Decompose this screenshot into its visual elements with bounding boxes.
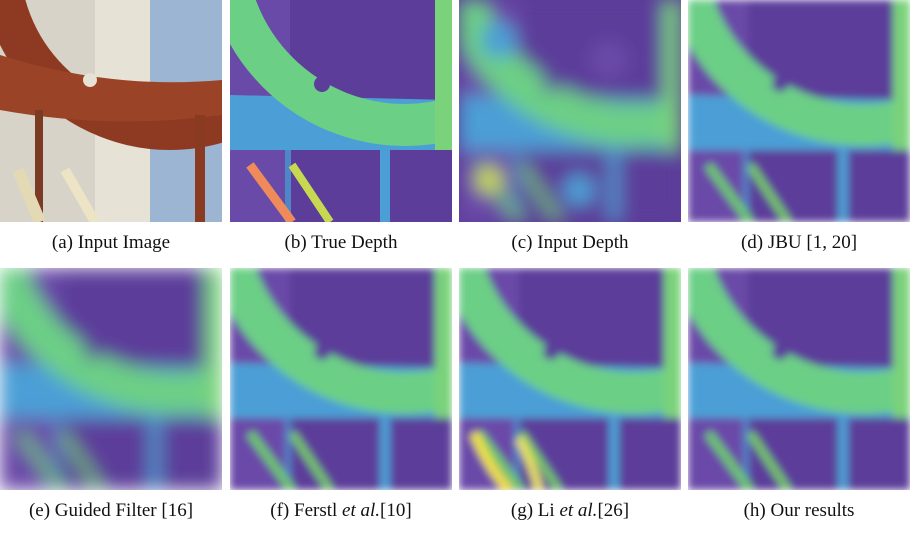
input-depth <box>459 0 681 222</box>
caption-text: [10] <box>380 500 412 521</box>
caption-text: (f) Ferstl <box>270 500 342 521</box>
caption: (e) Guided Filter [16] <box>0 500 229 522</box>
li-result <box>459 268 681 490</box>
caption-text: (a) Input Image <box>52 232 170 253</box>
caption-text: (h) Our results <box>744 500 855 521</box>
caption-text: (c) Input Depth <box>511 232 628 253</box>
caption-italic: et al. <box>342 500 380 521</box>
caption: (b) True Depth <box>223 232 459 254</box>
ferstl-result <box>230 268 452 490</box>
input-image <box>0 0 222 222</box>
caption: (f) Ferstl et al.[10] <box>223 500 459 522</box>
our-result <box>688 268 910 490</box>
true-depth <box>230 0 452 222</box>
caption: (c) Input Depth <box>452 232 688 254</box>
caption-text: (g) Li <box>511 500 560 521</box>
figure: (a) Input Image (b) True Depth (c) Input… <box>0 0 910 535</box>
caption-italic: et al. <box>559 500 597 521</box>
caption: (d) JBU [1, 20] <box>681 232 910 254</box>
jbu-result <box>688 0 910 222</box>
caption-text: (d) JBU [1, 20] <box>741 232 857 253</box>
caption-text: (e) Guided Filter [16] <box>29 500 193 521</box>
caption-text: (b) True Depth <box>285 232 398 253</box>
guided-filter-result <box>0 268 222 490</box>
caption: (g) Li et al.[26] <box>452 500 688 522</box>
caption-text: [26] <box>597 500 629 521</box>
caption: (h) Our results <box>681 500 910 522</box>
caption: (a) Input Image <box>0 232 229 254</box>
